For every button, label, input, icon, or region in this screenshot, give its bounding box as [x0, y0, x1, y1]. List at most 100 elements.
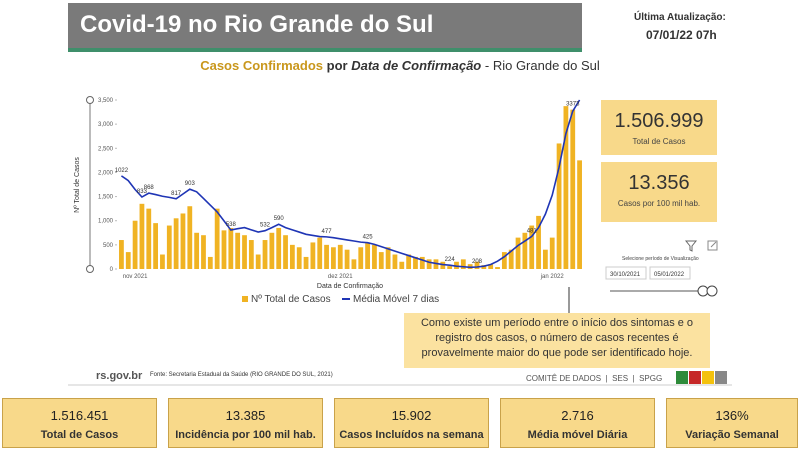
bar [125, 252, 131, 269]
bar [317, 237, 323, 269]
chart-title: Casos Confirmados por Data de Confirmaçã… [0, 58, 800, 73]
note: Como existe um período entre o início do… [404, 313, 710, 368]
bar [515, 237, 521, 269]
card-label: Incidência por 100 mil hab. [175, 429, 316, 441]
footer-source: Fonte: Secretaria Estadual da Saúde (RIO… [150, 372, 333, 378]
bar [331, 247, 336, 269]
bar [542, 249, 548, 269]
expand-icon[interactable] [707, 240, 718, 251]
bar [153, 223, 159, 269]
bar [194, 232, 200, 269]
card-value: 2.716 [561, 408, 594, 423]
card-label: Variação Semanal [685, 429, 779, 441]
footer-site: rs.gov.br [96, 370, 143, 382]
bar [447, 266, 453, 269]
bar [139, 203, 145, 269]
card-value: 15.902 [391, 408, 432, 423]
summary-card: 15.902 Casos Incluídos na semana [334, 398, 489, 448]
bar [214, 208, 220, 269]
kpi-label: Casos por 100 mil hab. [617, 199, 701, 208]
bar [556, 143, 562, 269]
legend-label: Nº Total de Casos [251, 294, 331, 305]
summary-card: 13.385 Incidência por 100 mil hab. [168, 398, 323, 448]
kpi-label: Total de Casos [632, 137, 686, 146]
legend-label: Média Móvel 7 dias [353, 294, 439, 305]
bar [399, 261, 405, 269]
bar [426, 259, 432, 269]
chart-title-part: Data de Confirmação [351, 58, 482, 73]
line [120, 99, 581, 269]
kpi-card: 13.356 Casos por 100 mil hab. [601, 162, 717, 222]
bar [160, 254, 165, 269]
kpi-card: 1.506.999 Total de Casos [601, 100, 717, 155]
date-input[interactable] [605, 266, 647, 280]
date-end: 05/01/2022 [654, 272, 685, 278]
bar [549, 237, 555, 269]
bar [276, 227, 282, 269]
slider-handle[interactable] [706, 285, 718, 297]
card-label: Casos Incluídos na semana [339, 429, 484, 441]
kpi-value: 1.506.999 [614, 110, 704, 132]
footer-credits: COMITÊ DE DADOS | SES | SPGG [526, 374, 662, 383]
data-label: 425 [363, 235, 374, 241]
date-start: 30/10/2021 [610, 272, 641, 278]
bar [495, 267, 500, 269]
chart-title-part: - Rio Grande do Sul [484, 58, 600, 73]
bar [324, 244, 329, 269]
bar [563, 106, 569, 269]
bar [262, 240, 268, 269]
card-value: 136% [715, 408, 749, 423]
data-label: 1022 [115, 168, 129, 174]
slider-handle[interactable] [86, 265, 94, 273]
x-tick-label: dez 2021 [328, 274, 353, 280]
data-label: 3373 [566, 102, 580, 108]
bar [173, 218, 179, 269]
bar [385, 247, 391, 269]
bar [406, 254, 412, 269]
color-block [689, 371, 701, 384]
data-label: 477 [322, 229, 333, 235]
y-tick-label: 0 [110, 267, 114, 273]
bar [296, 247, 302, 269]
bar [303, 256, 309, 269]
y-tick-label: 2,000 [98, 170, 114, 176]
bar [269, 232, 275, 269]
title-underline [68, 48, 582, 52]
bar [242, 235, 247, 269]
bar [221, 230, 227, 269]
bar [228, 227, 234, 269]
bar [358, 247, 364, 269]
date-input[interactable] [649, 266, 691, 280]
bar [248, 240, 254, 269]
bar [201, 235, 206, 269]
kpi-value: 13.356 [628, 172, 690, 194]
card-value: 1.516.451 [50, 408, 109, 423]
summary-card: 2.716 Média móvel Diária [500, 398, 655, 448]
card-label: Média móvel Diária [527, 429, 628, 441]
data-label: 868 [144, 185, 155, 191]
legend: Nº Total de Casos Média Móvel 7 dias [242, 294, 439, 305]
bar [454, 261, 459, 269]
slider-handle[interactable] [86, 96, 94, 104]
bar [235, 232, 241, 269]
filter-icon[interactable] [684, 240, 698, 252]
bar [207, 256, 213, 269]
page-title: Covid-19 no Rio Grande do Sul [80, 11, 434, 38]
x-tick-label: nov 2021 [123, 274, 148, 280]
bar [529, 225, 535, 269]
update-value: 07/01/22 07h [646, 28, 717, 42]
y-tick-label: 1,000 [98, 219, 114, 225]
bar [187, 206, 193, 269]
bar [460, 259, 466, 269]
chart-title-part: por [326, 58, 348, 73]
bar [481, 265, 487, 269]
bar [488, 264, 494, 269]
bar [365, 242, 370, 269]
bar [522, 232, 528, 269]
x-axis-label: Data de Confirmação [317, 283, 383, 290]
data-label: 590 [274, 216, 285, 222]
color-block [715, 371, 727, 384]
bar [351, 259, 357, 269]
x-tick-label: jan 2022 [540, 274, 565, 280]
